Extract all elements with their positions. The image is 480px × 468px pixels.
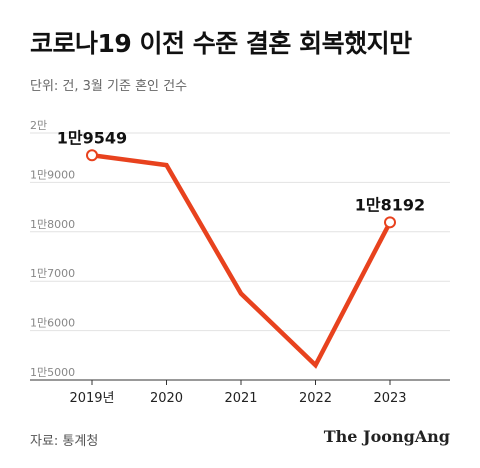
x-tick-label: 2023 <box>373 391 406 406</box>
y-tick-label: 1만8000 <box>30 218 75 231</box>
y-tick-label: 1만7000 <box>30 267 75 280</box>
source-note: 자료: 통계청 <box>30 434 99 449</box>
data-point-marker <box>86 149 98 162</box>
y-tick-label: 2만 <box>30 119 47 132</box>
y-tick-label: 1만5000 <box>30 366 75 379</box>
x-tick-label: 2020 <box>150 391 183 406</box>
chart-title: 코로나19 이전 수준 결혼 회복했지만 <box>30 29 412 58</box>
brand-logo: The JoongAng <box>323 427 450 446</box>
x-tick-label: 2021 <box>224 391 257 406</box>
x-tick-label: 2019년 <box>69 391 114 406</box>
data-label: 1만8192 <box>355 195 425 214</box>
data-label: 1만9549 <box>57 128 127 147</box>
y-tick-label: 1만6000 <box>30 317 75 330</box>
data-point-marker <box>384 216 396 229</box>
chart-subtitle: 단위: 건, 3월 기준 혼인 건수 <box>30 79 188 94</box>
series-line <box>91 153 392 369</box>
y-tick-label: 1만9000 <box>30 168 75 181</box>
x-tick-label: 2022 <box>299 391 332 406</box>
